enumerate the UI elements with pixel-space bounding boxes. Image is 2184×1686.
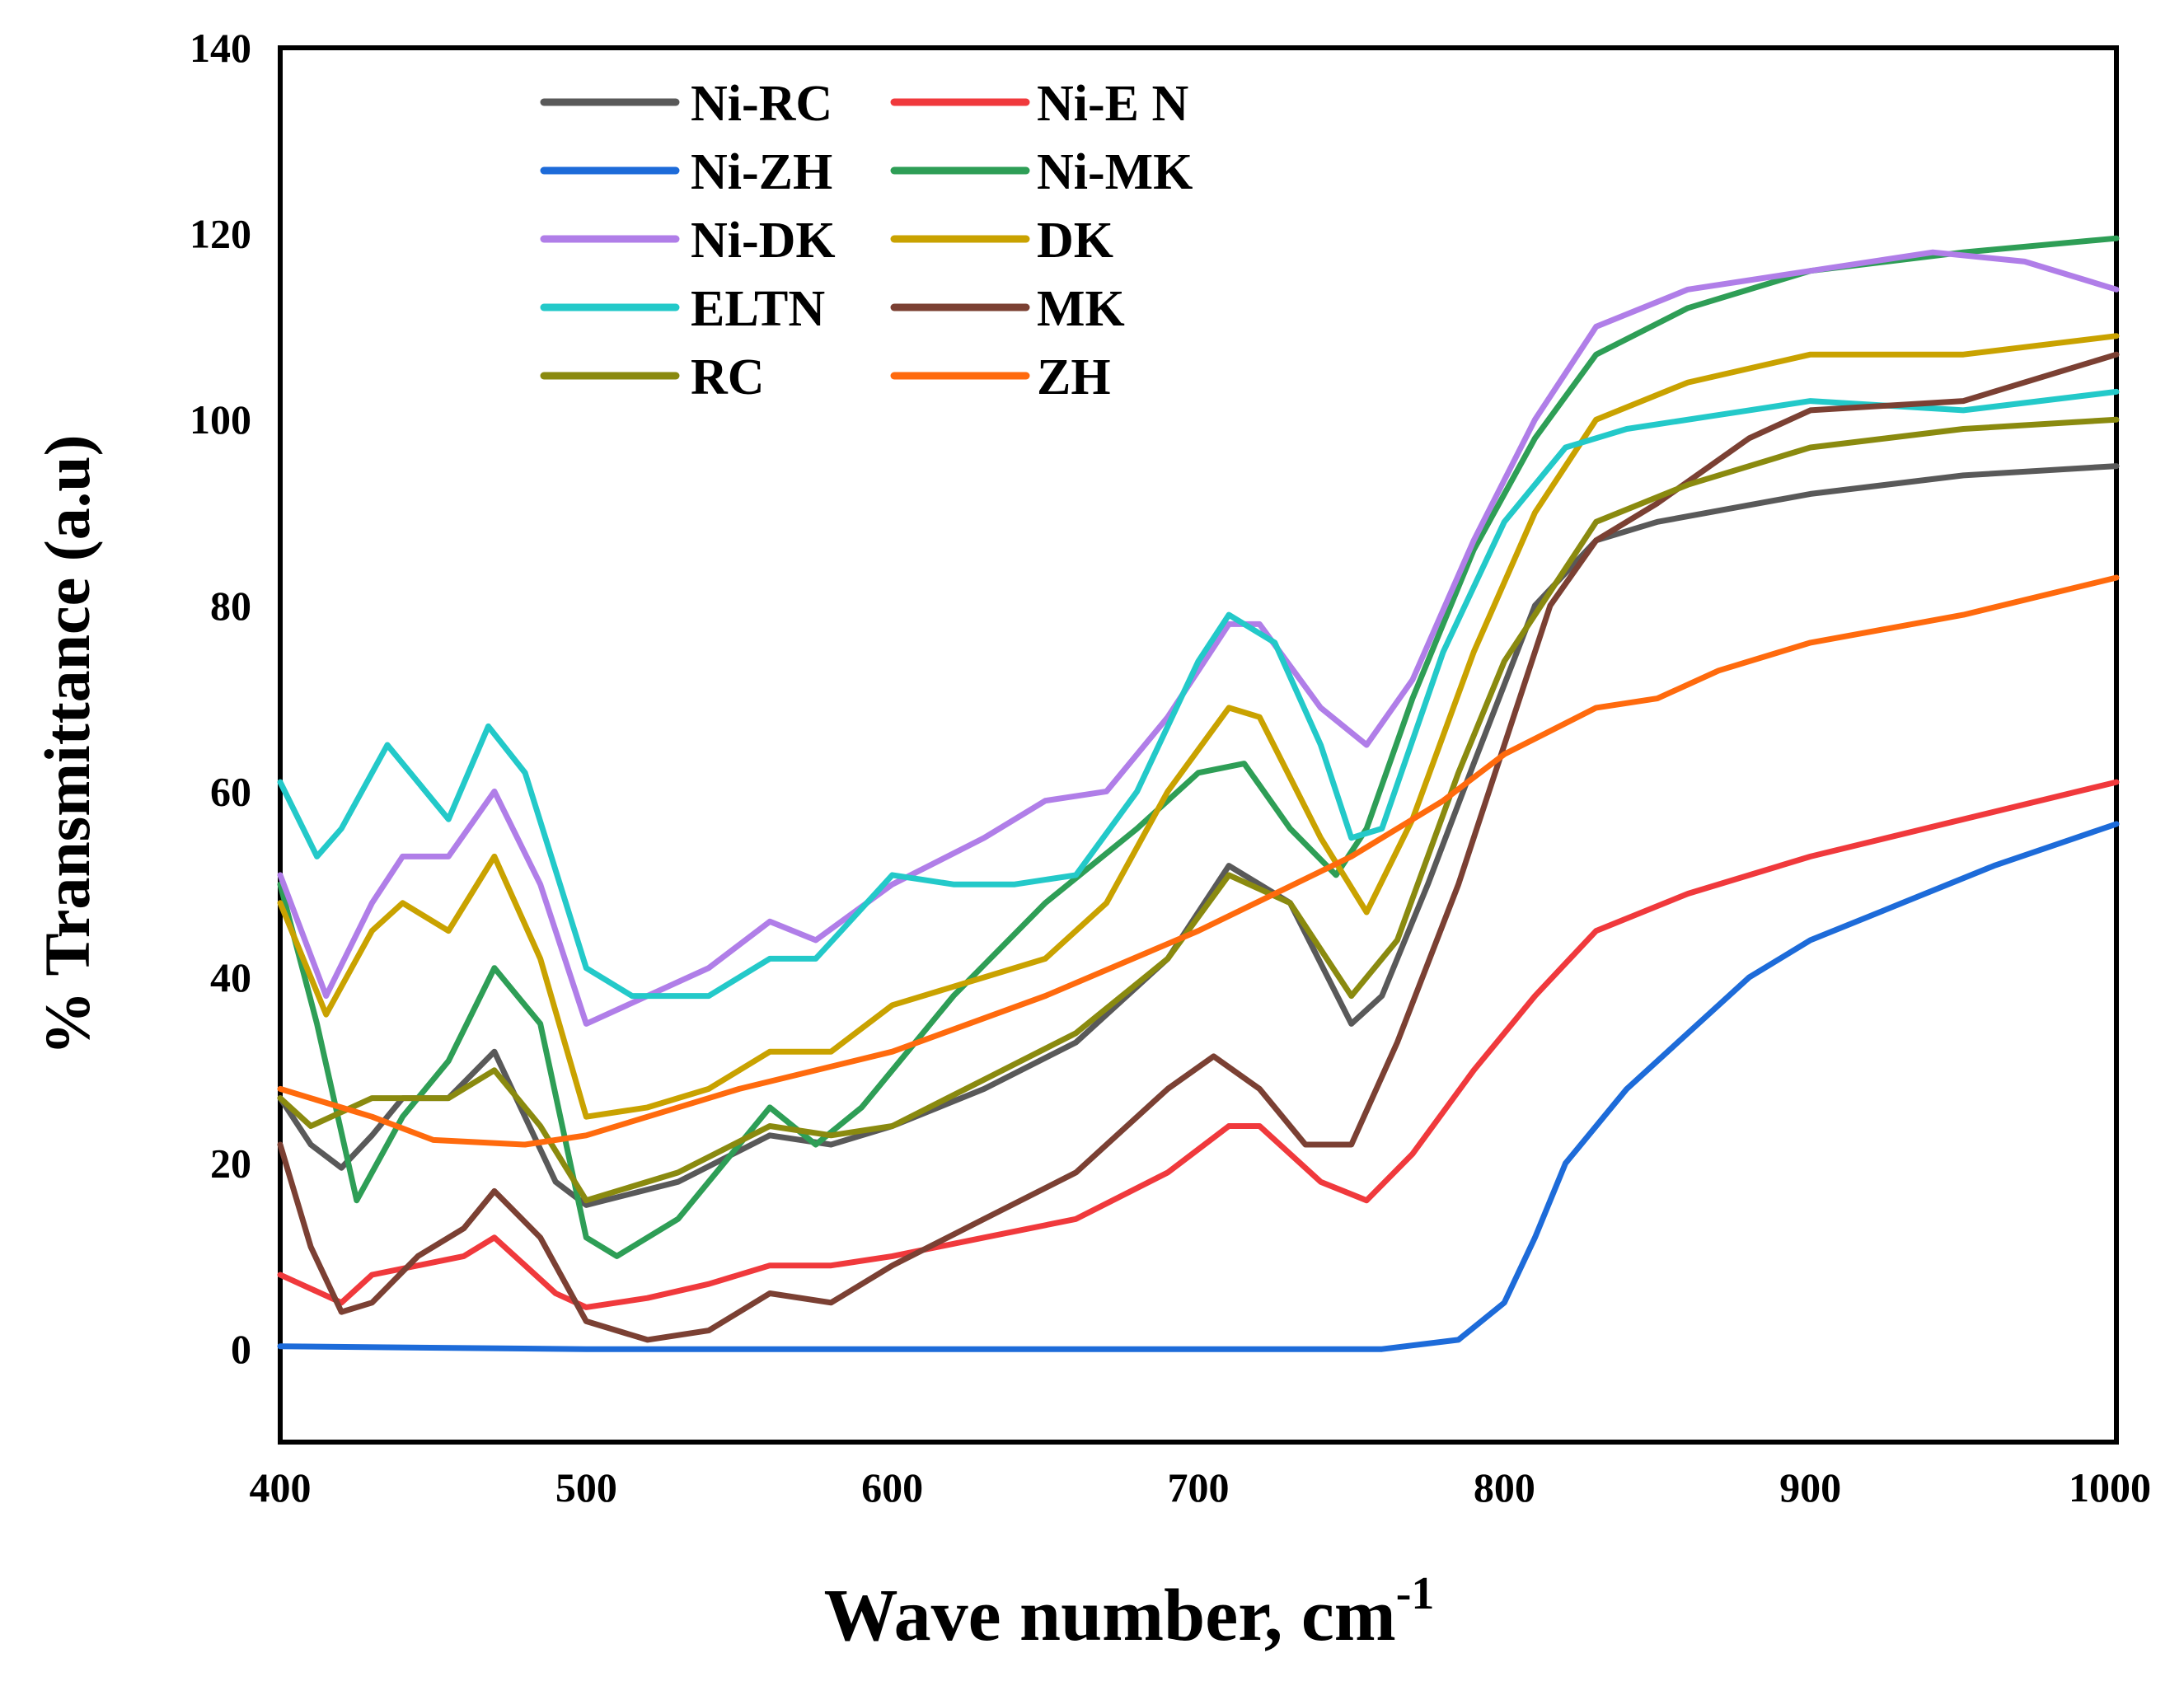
series-line-dk <box>277 333 2120 1120</box>
y-tick-label: 60 <box>210 768 251 814</box>
y-axis-title: % Transmittance (a.u) <box>31 434 103 1055</box>
x-tick-label: 600 <box>861 1464 923 1510</box>
series-line-zh <box>277 574 2120 1148</box>
series-line-ni-e-n <box>277 779 2120 1310</box>
x-tick-label: 500 <box>555 1464 617 1510</box>
legend-label: Ni-ZH <box>691 144 832 200</box>
y-tick-label: 140 <box>190 25 251 71</box>
y-tick-label: 80 <box>210 583 251 629</box>
series-line-mk <box>277 351 2120 1343</box>
legend-label: Ni-MK <box>1037 144 1193 200</box>
x-axis-title-main: Wave number, cm <box>824 1575 1396 1656</box>
legend-label: Ni-RC <box>691 76 832 132</box>
legend: Ni-RC Ni-E N Ni-ZH Ni-MK Ni-DK DK ELTN MK RC ZH <box>540 76 1193 405</box>
x-axis-title-superscript: -1 <box>1396 1568 1435 1619</box>
y-tick-labels: 0 20 40 60 80 100 120 140 <box>190 25 251 1372</box>
series-line-eltn <box>277 388 2120 1000</box>
x-tick-label: 400 <box>250 1464 312 1510</box>
series-line-ni-dk <box>277 249 2120 1027</box>
x-tick-label: 900 <box>1779 1464 1841 1510</box>
legend-label: MK <box>1037 281 1125 337</box>
legend-label: Ni-DK <box>691 213 836 269</box>
legend-label: ZH <box>1037 349 1111 405</box>
series-line-ni-zh <box>277 821 2120 1352</box>
y-tick-label: 100 <box>190 396 251 443</box>
y-tick-label: 20 <box>210 1140 251 1187</box>
series-line-ni-mk <box>277 235 2120 1259</box>
x-tick-label: 800 <box>1474 1464 1535 1510</box>
x-tick-labels: 400 500 600 700 800 900 1000 <box>250 1464 2152 1510</box>
legend-label: Ni-E N <box>1037 76 1188 132</box>
legend-label: DK <box>1037 213 1113 269</box>
legend-label: ELTN <box>691 281 825 337</box>
series-layer <box>277 235 2120 1352</box>
y-tick-label: 120 <box>190 211 251 257</box>
x-tick-label: 700 <box>1168 1464 1230 1510</box>
x-axis-title: Wave number, cm-1 <box>824 1568 1435 1656</box>
series-line-rc <box>277 416 2120 1204</box>
legend-label: RC <box>691 349 765 405</box>
y-tick-label: 40 <box>210 954 251 1000</box>
y-tick-label: 0 <box>231 1326 251 1372</box>
x-tick-label: 1000 <box>2069 1464 2151 1510</box>
